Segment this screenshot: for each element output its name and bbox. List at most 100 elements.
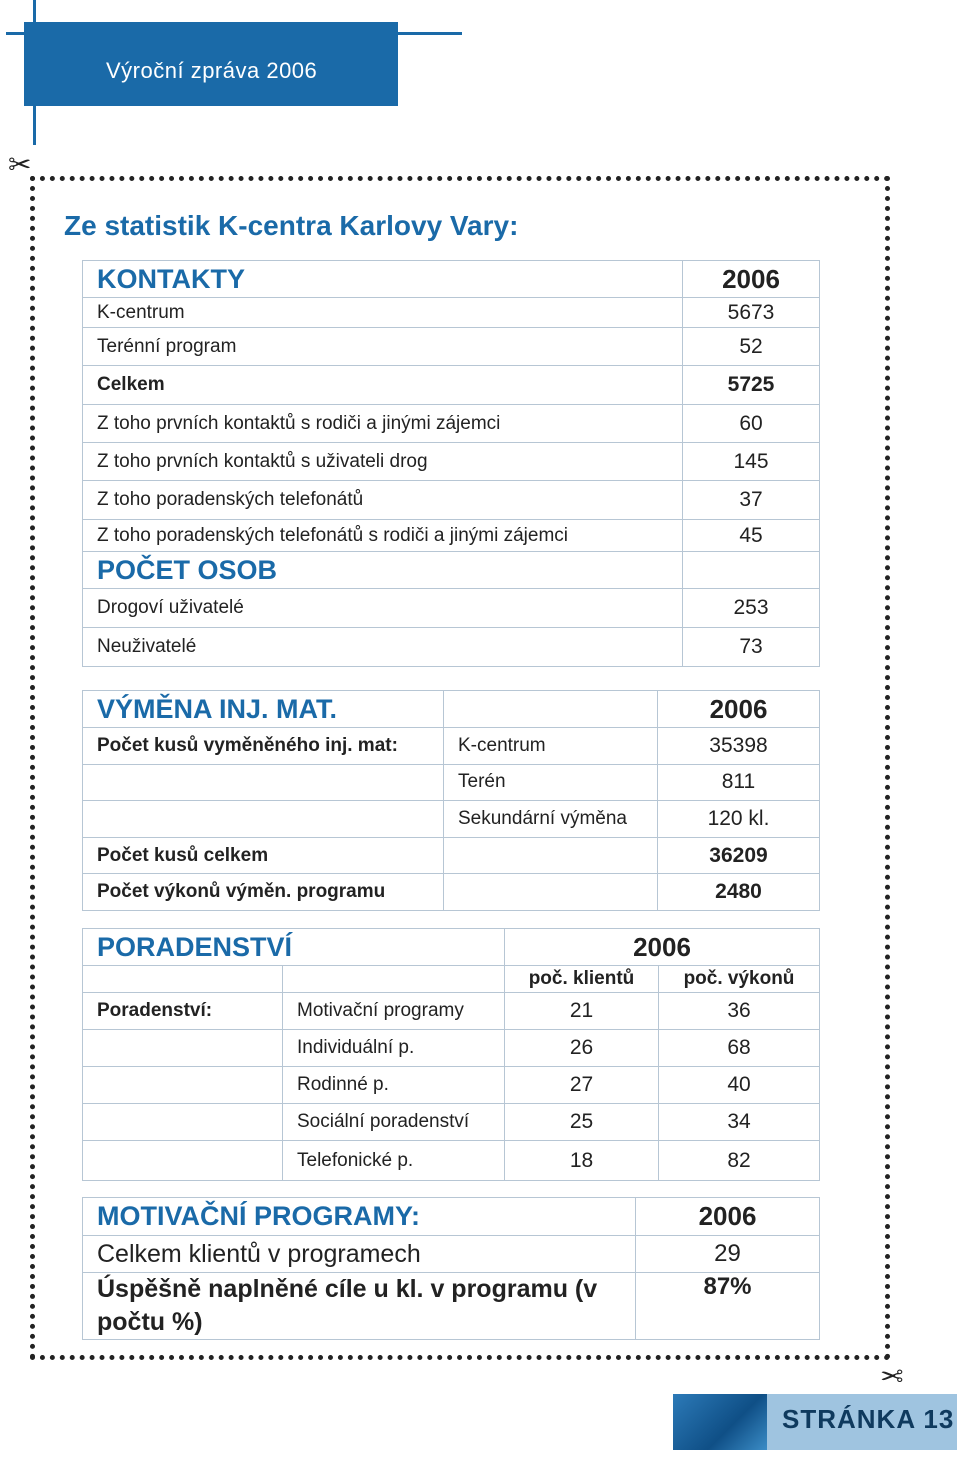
table-row: Individuální p. 26 68 [82, 1029, 820, 1067]
table-cell: 5673 [682, 297, 820, 328]
table-cell: Motivační programy [282, 992, 505, 1030]
table-cell: 2006 [504, 928, 820, 966]
table-row: Z toho poradenských telefonátů s rodiči … [82, 519, 820, 552]
page-number: STRÁNKA 13 [782, 1404, 955, 1434]
table-cell: K-centrum [443, 727, 658, 765]
table-cell: 2480 [657, 873, 820, 911]
table-cell: 68 [658, 1029, 820, 1067]
motivation-table: MOTIVAČNÍ PROGRAMY: 2006 Celkem klientů v … [82, 1197, 820, 1340]
table-row: MOTIVAČNÍ PROGRAMY: 2006 [82, 1197, 820, 1236]
table-cell: 73 [682, 627, 820, 667]
table-cell: 2006 [657, 690, 820, 728]
table-cell: Individuální p. [282, 1029, 505, 1067]
table-cell: PORADENSTVÍ [82, 928, 505, 966]
table-cell: 87% [635, 1272, 820, 1340]
table-cell: poč. výkonů [658, 965, 820, 993]
scissors-icon: ✂ [8, 149, 32, 180]
table-row: POČET OSOB [82, 551, 820, 589]
table-cell: Úspěšně naplněné cíle u kl. v programu (… [82, 1272, 636, 1340]
table-cell: VÝMĚNA INJ. MAT. [82, 690, 444, 728]
table-cell: 811 [657, 763, 820, 802]
header-box [24, 22, 398, 106]
table-cell: 21 [504, 992, 659, 1030]
table-row: Telefonické p. 18 82 [82, 1140, 820, 1181]
table-cell: MOTIVAČNÍ PROGRAMY: [82, 1197, 636, 1236]
table-row: Drogoví uživatelé 253 [82, 588, 820, 628]
table-cell [82, 1140, 283, 1181]
table-cell: 120 kl. [657, 800, 820, 838]
table-cell [443, 690, 658, 728]
table-cell: 18 [504, 1140, 659, 1181]
table-cell: KONTAKTY [82, 260, 683, 298]
table-cell: 82 [658, 1140, 820, 1181]
table-cell: Sociální poradenství [282, 1103, 505, 1141]
table-cell [82, 1103, 283, 1141]
table-cell: Poradenství: [82, 992, 283, 1030]
table-cell: poč. klientů [504, 965, 659, 993]
table-cell: Neuživatelé [82, 627, 683, 667]
table-cell: 29 [635, 1235, 820, 1273]
table-cell: Počet výkonů výměn. programu [82, 873, 444, 911]
table-row: Terén 811 [82, 763, 820, 802]
counseling-table: PORADENSTVÍ 2006 poč. klientů poč. výkonů Po… [82, 928, 820, 1181]
table-cell [82, 763, 444, 802]
table-cell: Počet kusů vyměněného inj. mat: [82, 727, 444, 765]
table-cell: 27 [504, 1066, 659, 1104]
header-line [33, 0, 36, 145]
table-cell: Z toho poradenských telefonátů s rodiči … [82, 519, 683, 552]
table-cell [282, 965, 505, 993]
contacts-table: KONTAKTY 2006 K-centrum 5673 Terénní program… [82, 260, 820, 667]
table-cell: 40 [658, 1066, 820, 1104]
dotted-frame [30, 176, 890, 1360]
table-row: Rodinné p. 27 40 [82, 1066, 820, 1104]
header-line [6, 32, 462, 35]
table-row: Počet kusů celkem 36209 [82, 836, 820, 875]
table-cell: 60 [682, 404, 820, 443]
table-cell: Z toho prvních kontaktů s uživateli drog [82, 442, 683, 481]
heading: Ze statistik K-centra Karlovy Vary: [64, 210, 519, 241]
table-cell: 34 [658, 1103, 820, 1141]
exchange-table: VÝMĚNA INJ. MAT. 2006 Počet kusů vyměněnéh… [82, 690, 820, 911]
table-cell: POČET OSOB [82, 551, 683, 589]
table-cell: 26 [504, 1029, 659, 1067]
table-cell: 45 [682, 519, 820, 552]
table-cell: 145 [682, 442, 820, 481]
table-cell: 52 [682, 327, 820, 366]
table-cell: Terén [443, 763, 658, 802]
table-row: VÝMĚNA INJ. MAT. 2006 [82, 690, 820, 728]
table-cell: Počet kusů celkem [82, 836, 444, 875]
table-cell: Z toho poradenských telefonátů [82, 480, 683, 520]
table-row: K-centrum 5673 [82, 297, 820, 328]
scissors-icon: ✂ [880, 1361, 904, 1392]
table-row: Sekundární výměna 120 kl. [82, 800, 820, 838]
table-cell: Celkem klientů v programech [82, 1235, 636, 1273]
footer-box [767, 1394, 957, 1450]
table-cell [682, 551, 820, 589]
table-cell: 36 [658, 992, 820, 1030]
table-row: Z toho poradenských telefonátů 37 [82, 480, 820, 520]
table-cell: Terénní program [82, 327, 683, 366]
table-row: Sociální poradenství 25 34 [82, 1103, 820, 1141]
table-row: Počet výkonů výměn. programu 2480 [82, 873, 820, 911]
footer-image [673, 1394, 767, 1450]
table-cell: Rodinné p. [282, 1066, 505, 1104]
table-cell: 36209 [657, 836, 820, 875]
table-cell: 5725 [682, 365, 820, 405]
table-row: KONTAKTY 2006 [82, 260, 820, 298]
table-cell: Telefonické p. [282, 1140, 505, 1181]
table-row: Z toho prvních kontaktů s uživateli drog… [82, 442, 820, 481]
table-row: Terénní program 52 [82, 327, 820, 366]
table-row: Z toho prvních kontaktů s rodiči a jiným… [82, 404, 820, 443]
table-cell: Sekundární výměna [443, 800, 658, 838]
table-cell [82, 800, 444, 838]
table-cell: 253 [682, 588, 820, 628]
table-cell: Z toho prvních kontaktů s rodiči a jiným… [82, 404, 683, 443]
table-cell: Celkem [82, 365, 683, 405]
table-cell [82, 965, 283, 993]
table-cell [443, 836, 658, 875]
table-cell: K-centrum [82, 297, 683, 328]
table-cell: 25 [504, 1103, 659, 1141]
table-cell: 2006 [635, 1197, 820, 1236]
table-row: PORADENSTVÍ 2006 [82, 928, 820, 966]
